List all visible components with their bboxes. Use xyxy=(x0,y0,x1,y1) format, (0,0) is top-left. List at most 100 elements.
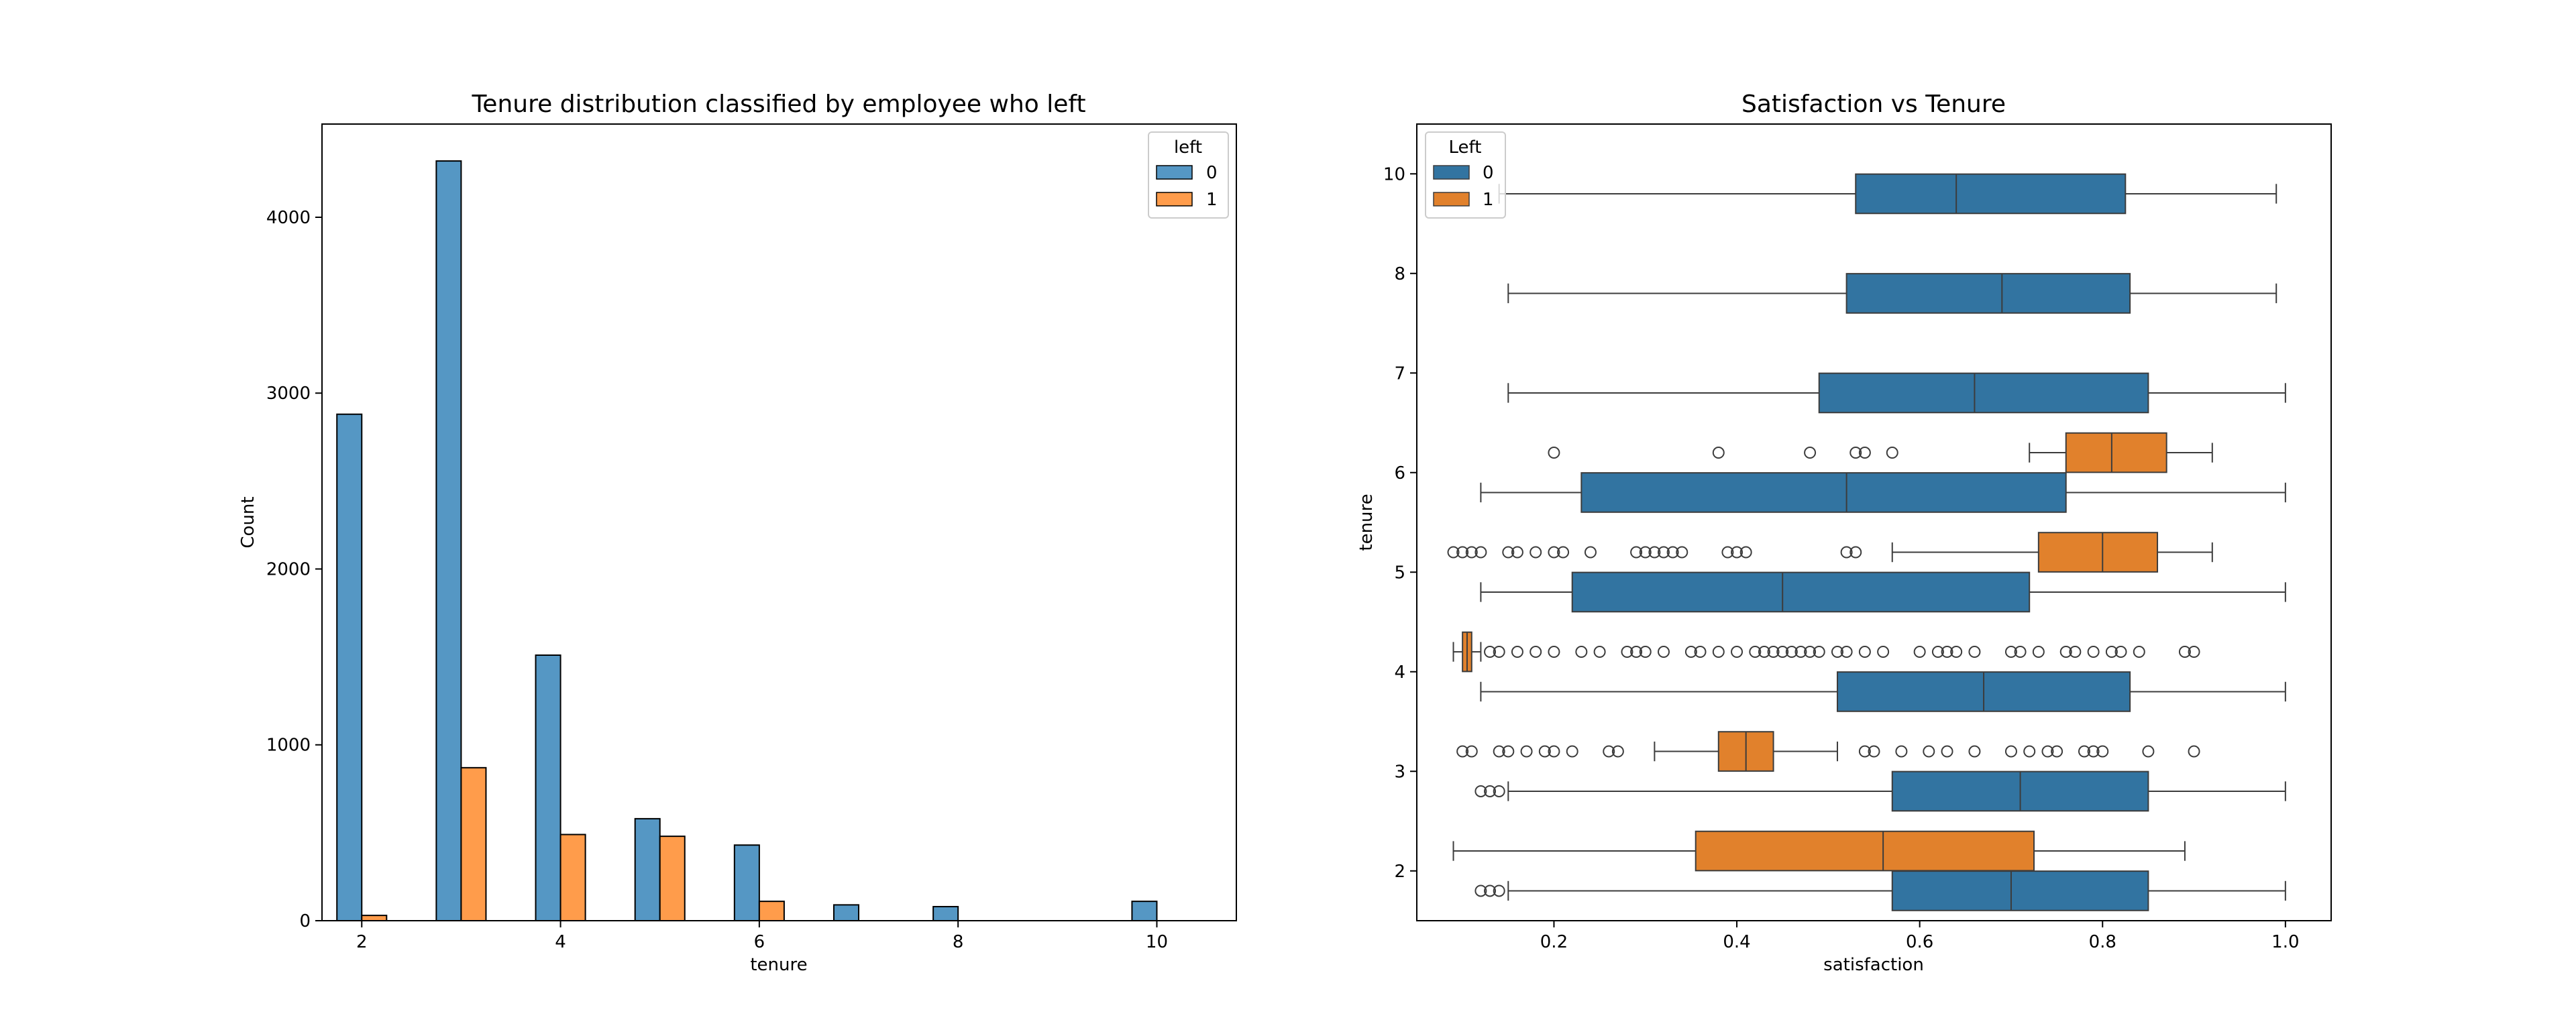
boxplot-legend: Left 0 1 xyxy=(1425,131,1506,219)
boxplot-outlier-point xyxy=(2178,646,2191,659)
histogram-y-tick-label: 2000 xyxy=(266,559,311,579)
histogram-x-axis-label: tenure xyxy=(750,955,807,975)
boxplot-y-axis-label: tenure xyxy=(1356,494,1377,551)
boxplot-legend-title: Left xyxy=(1449,137,1482,158)
boxplot-group-left-1-tenure-6 xyxy=(1548,432,2213,473)
boxplot-outlier-point xyxy=(2096,745,2109,758)
boxplot-legend-label-0: 0 xyxy=(1483,163,1494,183)
boxplot-x-axis-label: satisfaction xyxy=(1823,955,1924,975)
histogram-bar-left-0-tenure-3 xyxy=(435,160,462,921)
boxplot-outlier-point xyxy=(2078,745,2090,758)
histogram-legend-label-1: 1 xyxy=(1206,190,1218,210)
histogram-x-tick-label: 8 xyxy=(953,932,964,952)
boxplot-box xyxy=(1695,830,2035,872)
boxplot-outlier-point xyxy=(2188,745,2200,758)
boxplot-outlier-point xyxy=(1502,745,1515,758)
boxplot-outlier-point xyxy=(1767,646,1780,659)
boxplot-y-tick-label: 8 xyxy=(1394,264,1405,284)
boxplot-outlier-point xyxy=(1712,447,1725,459)
histogram-plot-frame xyxy=(321,123,1237,921)
boxplot-box xyxy=(1845,273,2131,314)
boxplot-outlier-point xyxy=(1465,745,1478,758)
histogram-legend-swatch-1 xyxy=(1156,192,1193,207)
histogram-x-tick-label: 6 xyxy=(754,932,765,952)
boxplot-outlier-point xyxy=(1658,646,1670,659)
boxplot-outlier-point xyxy=(1858,745,1871,758)
boxplot-outlier-point xyxy=(1593,646,1606,659)
boxplot-box xyxy=(1571,571,2031,613)
histogram-x-ticks: 2 4 6 8 10 xyxy=(356,921,1168,952)
boxplot-group-left-0-tenure-5 xyxy=(1480,571,2286,613)
boxplot-outlier-point xyxy=(1968,646,1981,659)
boxplot-outlier-point xyxy=(1474,546,1487,559)
histogram-bar-left-0-tenure-7 xyxy=(833,904,860,921)
boxplot-outlier-point xyxy=(2004,646,2017,659)
histogram-bar-left-0-tenure-6 xyxy=(733,844,760,922)
boxplot-y-tick-label: 4 xyxy=(1394,663,1405,683)
boxplot-outlier-point xyxy=(1758,646,1770,659)
boxplot-outlier-point xyxy=(1548,646,1560,659)
histogram-bar-left-0-tenure-8 xyxy=(932,906,959,922)
boxplot-outlier-point xyxy=(1493,745,1505,758)
boxplot-outlier-point xyxy=(1639,646,1652,659)
boxplot-box xyxy=(1580,472,2067,513)
boxplot-outlier-point xyxy=(1895,745,1908,758)
histogram-title: Tenure distribution classified by employ… xyxy=(471,91,1085,118)
boxplot-outlier-point xyxy=(1840,546,1853,559)
boxplot-outlier-point xyxy=(1538,745,1551,758)
histogram-y-tick-label: 4000 xyxy=(266,208,311,228)
boxplot-y-tick-label: 3 xyxy=(1394,762,1405,782)
boxplot-outlier-point xyxy=(1849,546,1862,559)
histogram-y-tick-label: 0 xyxy=(299,911,311,931)
boxplot-outlier-point xyxy=(1666,546,1679,559)
histogram-y-axis-label: Count xyxy=(238,496,258,548)
boxplot-x-tick-label: 1.0 xyxy=(2271,932,2299,952)
boxplot-outlier-point xyxy=(2051,745,2063,758)
histogram-x-tick-label: 4 xyxy=(555,932,566,952)
boxplot-outlier-point xyxy=(1794,646,1807,659)
boxplot-box xyxy=(2037,532,2159,573)
boxplot-outlier-point xyxy=(1465,546,1478,559)
boxplot-outlier-point xyxy=(2032,646,2045,659)
boxplot-y-tick-label: 10 xyxy=(1383,164,1405,184)
histogram-bar-left-0-tenure-5 xyxy=(634,817,661,921)
boxplot-outlier-point xyxy=(1813,646,1825,659)
boxplot-outlier-point xyxy=(1868,745,1880,758)
boxplot-y-tick-label: 5 xyxy=(1394,563,1405,583)
boxplot-outlier-point xyxy=(1749,646,1762,659)
boxplot-group-left-1-tenure-2 xyxy=(1452,830,2186,872)
boxplot-outlier-point xyxy=(2014,646,2027,659)
boxplot-outlier-point xyxy=(1447,546,1460,559)
boxplot-outlier-point xyxy=(1630,646,1643,659)
boxplot-outlier-point xyxy=(1493,884,1505,897)
boxplot-outlier-point xyxy=(1731,646,1743,659)
boxplot-outlier-point xyxy=(2142,745,2155,758)
boxplot-outlier-point xyxy=(1931,646,1944,659)
boxplot-legend-swatch-0 xyxy=(1433,165,1470,180)
histogram-legend: left 0 1 xyxy=(1148,131,1229,219)
histogram-legend-swatch-0 xyxy=(1156,165,1193,180)
boxplot-y-tick-label: 6 xyxy=(1394,463,1405,483)
boxplot-outlier-point xyxy=(1484,884,1497,897)
boxplot-outlier-point xyxy=(1511,646,1523,659)
histogram-x-tick-label: 10 xyxy=(1146,932,1168,952)
boxplot-outlier-point xyxy=(1858,447,1871,459)
boxplot-outlier-point xyxy=(1721,546,1734,559)
boxplot-x-tick-label: 0.4 xyxy=(1723,932,1750,952)
histogram-bars xyxy=(336,160,1158,922)
boxplot-outlier-point xyxy=(1923,745,1935,758)
boxplot-outlier-point xyxy=(1712,646,1725,659)
boxplot-group-left-0-tenure-7 xyxy=(1507,372,2286,414)
boxplot-outlier-point xyxy=(1658,546,1670,559)
boxplot-group-left-1-tenure-3 xyxy=(1456,731,2200,772)
boxplot-y-ticks: 10 8 7 6 5 4 3 2 xyxy=(1383,164,1417,882)
histogram-bar-left-1-tenure-2 xyxy=(361,915,388,921)
boxplot-outlier-point xyxy=(1913,646,1926,659)
boxplot-x-ticks: 0.2 0.4 0.6 0.8 1.0 xyxy=(1540,921,2300,952)
boxplot-x-tick-label: 0.6 xyxy=(1906,932,1933,952)
boxplot-group-left-1-tenure-4 xyxy=(1452,631,2200,673)
boxplot-outlier-point xyxy=(1785,646,1798,659)
histogram-legend-title: left xyxy=(1174,137,1202,158)
histogram-y-ticks: 0 1000 2000 3000 4000 xyxy=(266,208,322,931)
